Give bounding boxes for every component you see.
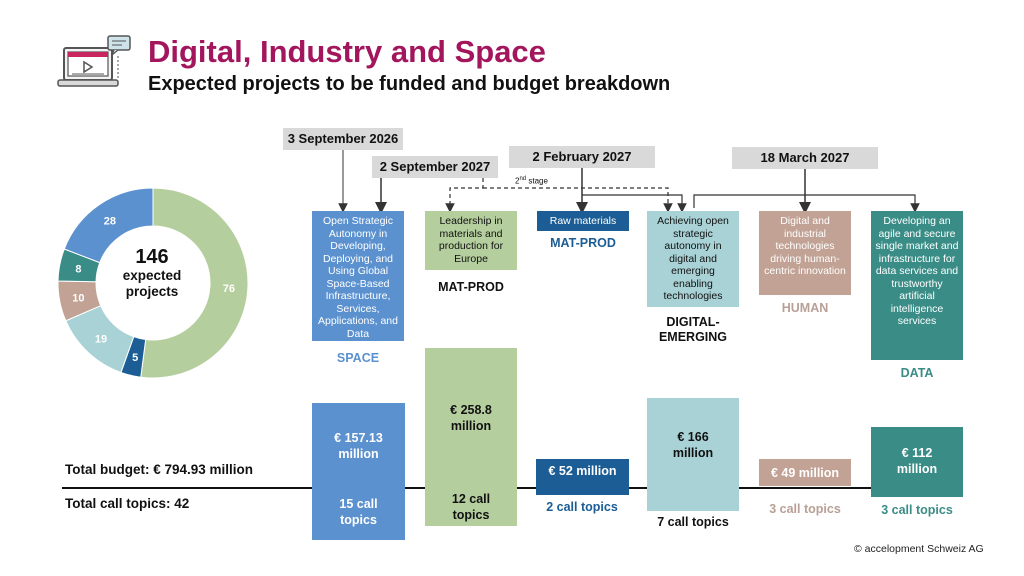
card-human-centric: Digital and industrial technologies driv… (759, 211, 851, 295)
donut-segment (63, 187, 154, 264)
budget-bar: € 49 million (759, 459, 851, 486)
projects-donut-chart: 76 5 19 10 8 28 (46, 186, 260, 380)
donut-segment-label: 8 (75, 263, 81, 275)
donut-center-label: 146 expected projects (100, 246, 204, 300)
category-label: DIGITAL- EMERGING (658, 315, 728, 344)
card-leadership: Leadership in materials and production f… (425, 211, 517, 270)
card-raw-materials: Raw materials (537, 211, 629, 231)
card-text: Developing an agile and secure single ma… (875, 215, 959, 327)
budget-value: € 166 million (672, 430, 714, 460)
card-data: Developing an agile and secure single ma… (871, 211, 963, 360)
connector-line (445, 178, 484, 213)
donut-segment-label: 76 (223, 283, 235, 295)
date-box: 2 February 2027 (509, 146, 655, 168)
laptop-video-icon (56, 34, 136, 96)
topics-label: 12 call topics (451, 492, 491, 522)
topics-label: 15 call topics (339, 497, 378, 527)
card-text: Raw materials (549, 215, 617, 227)
page-title: Digital, Industry and Space (148, 34, 546, 69)
donut-segment-label: 10 (72, 293, 84, 305)
date-box: 2 September 2027 (372, 156, 498, 178)
budget-bar: € 258.8 million (425, 348, 517, 526)
card-text: Achieving open strategic autonomy in dig… (657, 215, 729, 302)
card-achieving: Achieving open strategic autonomy in dig… (647, 211, 739, 307)
donut-segment (140, 187, 249, 379)
topics-label: 2 call topics (546, 500, 618, 514)
topics-label: 3 call topics (769, 502, 841, 516)
donut-center-text-2: projects (125, 284, 179, 299)
date-box: 3 September 2026 (283, 128, 403, 150)
total-budget: Total budget: € 794.93 million (65, 462, 254, 477)
copyright: © accelopment Schweiz AG (854, 543, 984, 555)
card-text: Leadership in materials and production f… (438, 215, 504, 265)
connector-line (693, 194, 920, 213)
card-text: Open Strategic Autonomy in Developing, D… (318, 215, 398, 340)
budget-value: € 112 million (896, 446, 938, 476)
date-box: 18 March 2027 (732, 147, 878, 169)
category-label: DATA (900, 366, 934, 380)
budget-value: € 52 million (548, 464, 617, 478)
category-label: HUMAN (781, 301, 829, 315)
connector-line (582, 194, 687, 213)
donut-center-number: 146 (135, 246, 169, 268)
card-text: Digital and industrial technologies driv… (764, 215, 846, 277)
card-space: Open Strategic Autonomy in Developing, D… (312, 211, 404, 341)
budget-value: € 157.13 million (334, 431, 383, 461)
budget-value: € 258.8 million (450, 403, 492, 433)
page-subtitle: Expected projects to be funded and budge… (148, 73, 671, 95)
second-stage-label: 2nd stage (515, 176, 548, 186)
budget-value: € 49 million (770, 466, 840, 480)
topics-label: 3 call topics (881, 503, 953, 517)
topics-label: 7 call topics (657, 515, 729, 529)
donut-segment-label: 5 (132, 352, 138, 364)
category-label: SPACE (336, 351, 380, 365)
budget-bar: € 52 million (536, 459, 629, 495)
connector-line (483, 187, 673, 213)
total-call-topics: Total call topics: 42 (65, 496, 190, 511)
donut-center-text-1: expected (122, 268, 182, 283)
donut-segment-label: 19 (95, 333, 107, 345)
budget-bar: € 157.13 million (312, 403, 405, 540)
donut-segment-label: 28 (104, 215, 116, 227)
category-label: MAT-PROD (550, 236, 616, 250)
budget-bar: € 166 million (647, 398, 739, 511)
budget-bar: € 112 million (871, 427, 963, 497)
category-label: MAT-PROD (438, 280, 504, 294)
